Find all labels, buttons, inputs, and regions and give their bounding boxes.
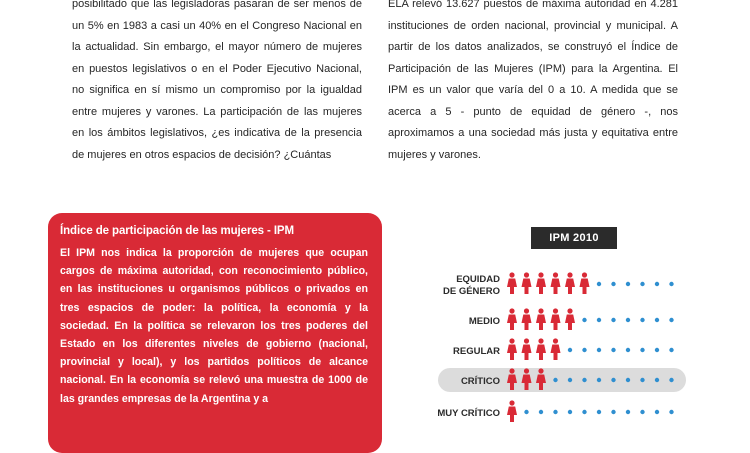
empty-slot-dot [640,409,645,415]
empty-slot-dot [611,281,616,287]
empty-slot-dot [625,317,631,323]
woman-figure-icon [565,308,575,330]
empty-slot-dot [640,281,645,287]
woman-figure-icon [550,338,561,360]
empty-slot-dot [582,317,587,323]
empty-slot-dot [611,409,616,415]
empty-slot-dot [640,347,645,353]
row-label: REGULAR [453,346,500,357]
empty-slot-dot [582,377,587,383]
empty-slot-dot [640,317,645,323]
woman-figure-icon [536,338,546,360]
empty-slot-dot [625,281,631,287]
empty-slot-dot [669,409,674,415]
empty-slot-dot [567,377,573,383]
empty-slot-dot [654,317,660,323]
empty-slot-dot [654,377,660,383]
ipm-box-title: Índice de participación de las mujeres -… [60,225,294,237]
empty-slot-dot [538,409,544,415]
empty-slot-dot [654,347,660,353]
woman-figure-icon [521,338,532,360]
woman-figure-icon [579,272,590,294]
empty-slot-dot [596,317,602,323]
empty-slot-dot [611,317,616,323]
row-label: DE GÉNERO [443,286,500,297]
empty-slot-dot [640,377,645,383]
row-label: CRÍTICO [461,376,500,387]
article-right-column: ELA relevó 13.627 puestos de máxima auto… [388,0,678,161]
empty-slot-dot [567,347,573,353]
woman-figure-icon [536,368,546,390]
woman-figure-icon [521,368,532,390]
ipm-info-box: Índice de participación de las mujeres -… [48,213,382,453]
woman-figure-icon [550,272,561,294]
highlight-band [438,368,686,392]
empty-slot-dot [596,347,602,353]
empty-slot-dot [524,409,529,415]
empty-slot-dot [553,409,558,415]
woman-figure-icon [521,272,532,294]
woman-figure-icon [507,400,517,422]
empty-slot-dot [669,317,674,323]
woman-figure-icon [536,272,546,294]
empty-slot-dot [596,377,602,383]
empty-slot-dot [669,281,674,287]
woman-figure-icon [521,308,532,330]
empty-slot-dot [582,347,587,353]
woman-figure-icon [507,368,517,390]
empty-slot-dot [669,347,674,353]
row-label: MEDIO [469,316,500,327]
empty-slot-dot [625,347,631,353]
woman-figure-icon [550,308,561,330]
woman-figure-icon [507,272,517,294]
empty-slot-dot [654,281,660,287]
article-left-column: posibilitado que las legisladoras pasara… [72,0,362,161]
empty-slot-dot [596,281,602,287]
row-label: MUY CRÍTICO [437,408,500,419]
woman-figure-icon [565,272,575,294]
empty-slot-dot [611,377,616,383]
row-label: EQUIDAD [456,274,500,285]
empty-slot-dot [567,409,573,415]
woman-figure-icon [536,308,546,330]
empty-slot-dot [553,377,558,383]
empty-slot-dot [669,377,674,383]
empty-slot-dot [654,409,660,415]
chart-title: IPM 2010 [531,227,617,249]
empty-slot-dot [625,377,631,383]
ipm-box-body: El IPM nos indica la proporción de mujer… [60,247,368,405]
empty-slot-dot [596,409,602,415]
woman-figure-icon [507,308,517,330]
woman-figure-icon [507,338,517,360]
empty-slot-dot [625,409,631,415]
empty-slot-dot [582,409,587,415]
empty-slot-dot [611,347,616,353]
